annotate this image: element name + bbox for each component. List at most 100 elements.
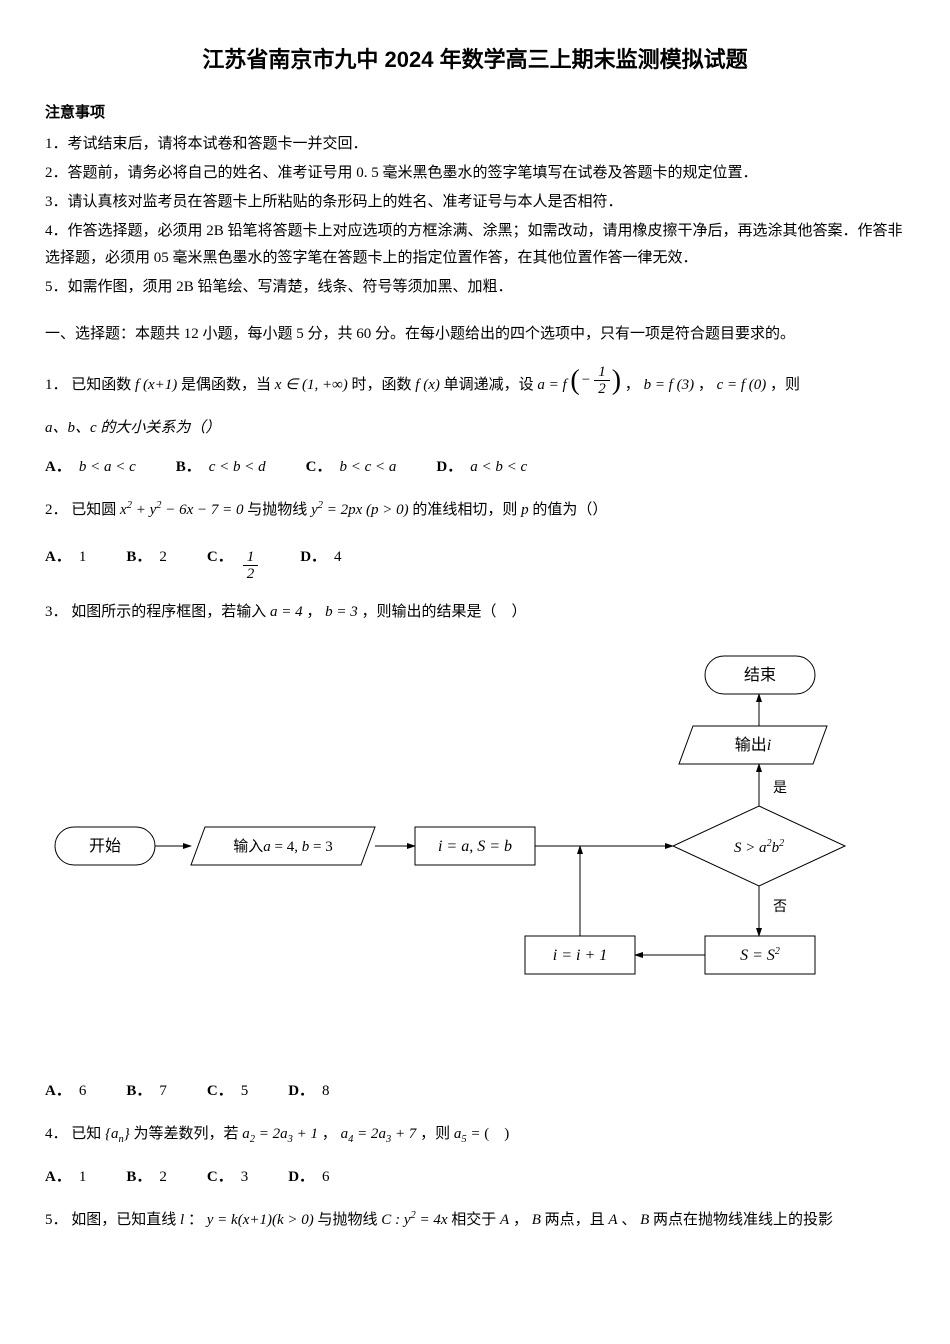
q4-seq: {an}: [105, 1126, 130, 1142]
frac-num: 1: [243, 549, 259, 567]
option-label: D．: [436, 454, 462, 481]
q2-num: 2．: [45, 502, 68, 518]
q3-b: b = 3: [325, 604, 358, 620]
q5-l: l: [180, 1212, 184, 1228]
q1-text: 单调递减，设: [444, 377, 534, 393]
q2-options: A． 1 B． 2 C． 1 2 D． 4: [45, 544, 905, 583]
q4-e2: a4 = 2a3 + 7: [341, 1126, 417, 1142]
option-a[interactable]: A． b < a < c: [45, 454, 136, 481]
q4-text: 为等差数列，若: [134, 1126, 239, 1142]
frac-den: 2: [594, 381, 610, 398]
option-label: B．: [126, 544, 151, 571]
q5-num: 5．: [45, 1212, 68, 1228]
option-label: A．: [45, 544, 71, 571]
option-label: B．: [176, 454, 201, 481]
option-text: 7: [159, 1078, 167, 1105]
q1-options: A． b < a < c B． c < b < d C． b < c < a D…: [45, 454, 905, 481]
option-label: A．: [45, 454, 71, 481]
exam-title: 江苏省南京市九中 2024 年数学高三上期末监测模拟试题: [45, 40, 905, 80]
q5-tail: 两点在抛物线准线上的投影: [653, 1212, 833, 1228]
option-d[interactable]: D． 6: [288, 1164, 329, 1191]
q3-a: a = 4: [270, 604, 303, 620]
notice-header: 注意事项: [45, 100, 905, 127]
q3-num: 3．: [45, 604, 68, 620]
option-c[interactable]: C． b < c < a: [306, 454, 397, 481]
frac-den: 2: [243, 566, 259, 583]
q4-num: 4．: [45, 1126, 68, 1142]
option-a[interactable]: A． 1: [45, 1164, 86, 1191]
option-text: 3: [241, 1164, 249, 1191]
q3-text: 如图所示的程序框图，若输入: [71, 604, 266, 620]
frac-num: 1: [594, 364, 610, 382]
notice-item: 1．考试结束后，请将本试卷和答题卡一并交回．: [45, 131, 905, 158]
option-a[interactable]: A． 6: [45, 1078, 86, 1105]
option-a[interactable]: A． 1: [45, 544, 86, 571]
q5-parab: C : y2 = 4x: [381, 1212, 447, 1228]
q5-B2: B: [640, 1212, 649, 1228]
option-d[interactable]: D． a < b < c: [436, 454, 527, 481]
init-label: i = a, S = b: [438, 838, 512, 855]
option-label: B．: [126, 1164, 151, 1191]
option-b[interactable]: B． 2: [126, 544, 167, 571]
option-c[interactable]: C． 3: [207, 1164, 248, 1191]
option-text: 2: [159, 544, 167, 571]
option-text: 4: [334, 544, 342, 571]
q4-text: 已知: [71, 1126, 101, 1142]
option-text: 6: [79, 1078, 87, 1105]
q5-dot: 、: [621, 1212, 636, 1228]
q2-p: p: [521, 502, 529, 518]
option-label: D．: [288, 1164, 314, 1191]
option-text: 8: [322, 1078, 330, 1105]
option-b[interactable]: B． 2: [126, 1164, 167, 1191]
q3-options: A． 6 B． 7 C． 5 D． 8: [45, 1078, 905, 1105]
option-b[interactable]: B． c < b < d: [176, 454, 266, 481]
q5-text: 与抛物线: [318, 1212, 378, 1228]
q1-neg: −: [582, 367, 590, 394]
option-text: 1: [79, 544, 87, 571]
q5-B: B: [532, 1212, 541, 1228]
option-c[interactable]: C． 5: [207, 1078, 248, 1105]
q4-comma: ，则: [420, 1126, 450, 1142]
start-label: 开始: [89, 837, 121, 855]
option-text: 6: [322, 1164, 330, 1191]
option-label: C．: [306, 454, 332, 481]
q1-text: 是偶函数，当: [181, 377, 271, 393]
q1-a-paren: ( − 1 2 ): [570, 364, 621, 398]
q2-parab: y2 = 2px (p > 0): [311, 502, 409, 518]
q4-options: A． 1 B． 2 C． 3 D． 6: [45, 1164, 905, 1191]
flowchart-svg: 结束 输出i 是 S > a2b2 否 S = S2: [45, 646, 905, 1066]
flowchart: 结束 输出i 是 S > a2b2 否 S = S2: [45, 646, 905, 1066]
q4-comma: ，: [322, 1126, 337, 1142]
option-frac: 1 2: [243, 549, 259, 583]
right-paren-icon: ): [612, 367, 621, 395]
input-label: 输入a = 4, b = 3: [233, 838, 332, 855]
notice-item: 3．请认真核对监考员在答题卡上所粘贴的条形码上的姓名、准考证号与本人是否相符．: [45, 189, 905, 216]
notice-item: 4．作答选择题，必须用 2B 铅笔将答题卡上对应选项的方框涂满、涂黑；如需改动，…: [45, 218, 905, 272]
q1-frac: 1 2: [594, 364, 610, 398]
q1-comma: ，: [698, 377, 713, 393]
option-text: b < c < a: [340, 454, 397, 481]
option-label: C．: [207, 544, 233, 571]
option-label: C．: [207, 1164, 233, 1191]
option-c[interactable]: C． 1 2: [207, 544, 260, 583]
condition-node: S > a2b2: [673, 806, 845, 886]
left-paren-icon: (: [570, 367, 579, 395]
q1-f2: f (x): [415, 377, 440, 393]
q5-text: 如图，已知直线: [71, 1212, 176, 1228]
input-node: 输入a = 4, b = 3: [191, 827, 375, 865]
q1-comma: ，: [625, 377, 640, 393]
q1-num: 1．: [45, 377, 68, 393]
q2-circle: x2 + y2 − 6x − 7 = 0: [120, 502, 244, 518]
q5-comma: ，: [513, 1212, 528, 1228]
q1-text: 时，函数: [352, 377, 412, 393]
no-label: 否: [773, 900, 787, 915]
q2-tail: 的值为（）: [532, 502, 607, 518]
q1-b: b = f (3): [644, 377, 695, 393]
option-d[interactable]: D． 4: [300, 544, 341, 571]
notice-item: 5．如需作图，须用 2B 铅笔绘、写清楚，线条、符号等须加黑、加粗．: [45, 274, 905, 301]
end-label: 结束: [744, 666, 776, 684]
option-b[interactable]: B． 7: [126, 1078, 167, 1105]
option-label: D．: [300, 544, 326, 571]
option-text: 5: [241, 1078, 249, 1105]
option-d[interactable]: D． 8: [288, 1078, 329, 1105]
